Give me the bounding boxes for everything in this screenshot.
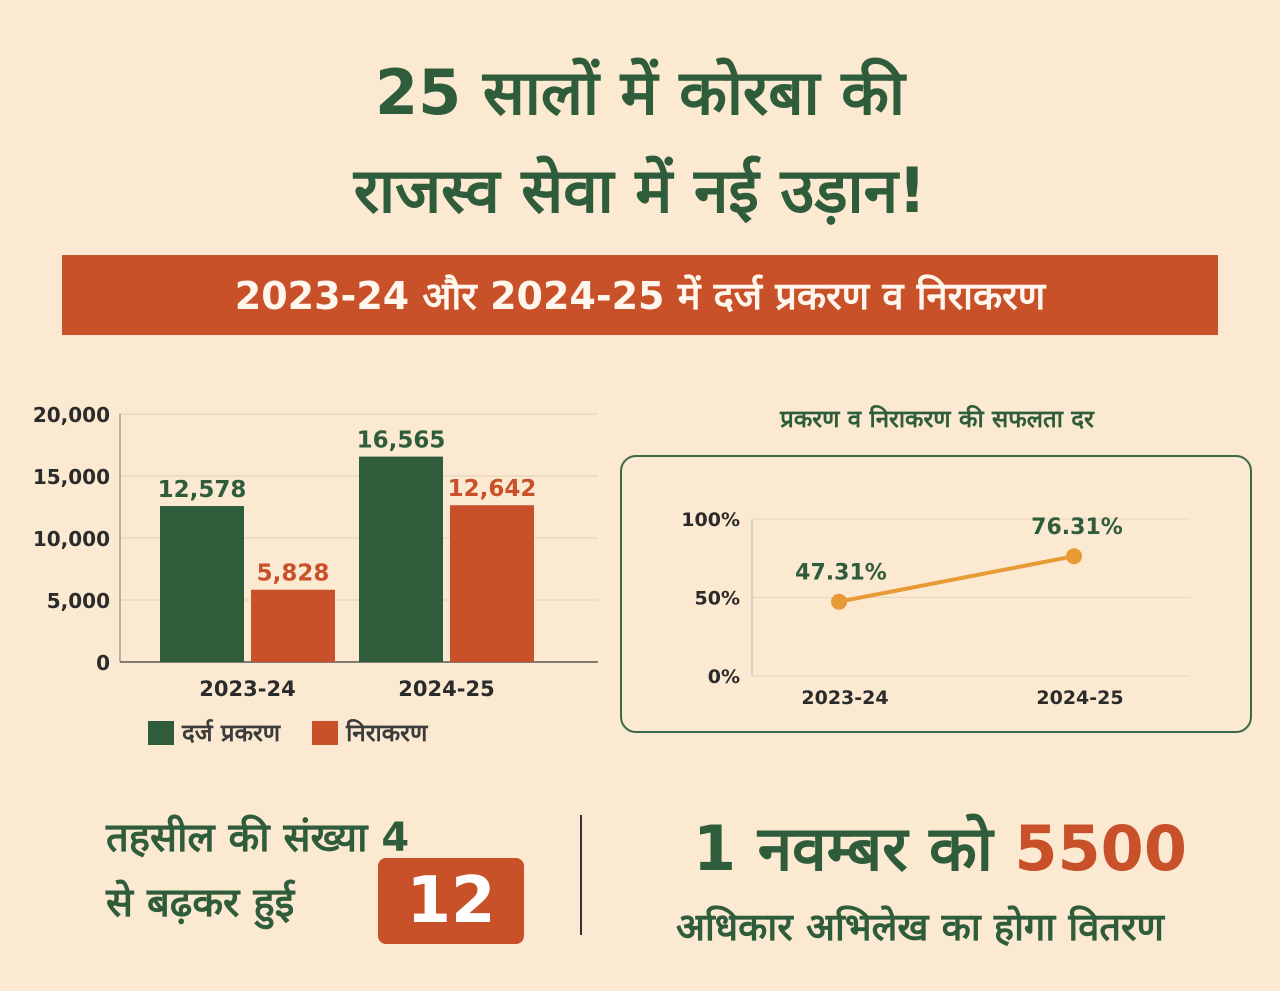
line-y-tick-label: 50% — [695, 588, 740, 610]
bar-x-tick-label: 2023-24 — [199, 677, 295, 701]
tehsil-count-badge: 12 — [378, 858, 524, 944]
line-data-label: 76.31% — [1031, 515, 1123, 540]
bar-y-tick-label: 10,000 — [33, 527, 110, 551]
line-chart-title: प्रकरण व निराकरण की सफलता दर — [780, 405, 1094, 433]
tehsil-count: 12 — [406, 864, 496, 938]
legend-label-registered: दर्ज प्रकरण — [182, 719, 281, 747]
bar-y-tick-label: 5,000 — [47, 589, 110, 613]
bar-data-label: 5,828 — [257, 561, 330, 587]
bar-resolved-2023-24 — [251, 589, 335, 662]
distribution-text: अधिकार अभिलेख का होगा वितरण — [675, 905, 1165, 949]
title-line-2: राजस्व सेवा में नई उड़ान! — [353, 154, 927, 227]
bar-registered-2024-25 — [359, 456, 443, 662]
line-y-tick-label: 100% — [681, 509, 740, 531]
legend-item-resolved: निराकरण — [312, 716, 427, 749]
bar-data-label: 12,578 — [158, 477, 247, 503]
distribution-number: 5500 — [1014, 812, 1187, 885]
distribution-headline: 1 नवम्बर को 5500 — [600, 805, 1280, 889]
line-chart: 0% 50% 100% 47.31% 2023-24 76.31% 2024-25 — [681, 509, 1190, 709]
bar-data-label: 12,642 — [448, 476, 537, 502]
line-point-2024-25 — [1066, 548, 1082, 565]
bar-chart: 0 5,000 10,000 15,000 20,000 12,578 5,828 2023-… — [33, 403, 598, 701]
bar-x-tick-label: 2024-25 — [398, 677, 494, 701]
line-point-2023-24 — [831, 593, 847, 610]
bar-resolved-2024-25 — [450, 505, 534, 662]
line-y-tick-label: 0% — [708, 666, 740, 688]
divider — [580, 815, 582, 935]
distribution-prefix: 1 नवम्बर को — [693, 812, 993, 885]
bar-y-tick-label: 15,000 — [33, 465, 110, 489]
tehsil-line-1: तहसील की संख्या 4 — [106, 815, 410, 861]
bar-chart-legend: दर्ज प्रकरण निराकरण — [148, 716, 445, 749]
banner-text: 2023-24 और 2024-25 में दर्ज प्रकरण व निर… — [234, 274, 1046, 318]
bar-y-tick-label: 0 — [96, 651, 110, 675]
line-chart-panel — [620, 455, 1252, 733]
tehsil-line-2: से बढ़कर हुई — [106, 880, 295, 926]
legend-label-resolved: निराकरण — [346, 719, 428, 747]
legend-swatch-resolved — [312, 720, 339, 745]
bar-data-label: 16,565 — [357, 428, 446, 454]
bar-y-tick-label: 20,000 — [33, 403, 110, 427]
bar-registered-2023-24 — [160, 506, 244, 662]
legend-item-registered: दर्ज प्रकरण — [148, 716, 280, 749]
title-line-1: 25 सालों में कोरबा की — [375, 56, 905, 129]
line-x-tick-label: 2024-25 — [1036, 687, 1123, 709]
line-series — [838, 554, 1075, 604]
line-x-tick-label: 2023-24 — [801, 687, 888, 709]
line-data-label: 47.31% — [795, 561, 887, 586]
banner: 2023-24 और 2024-25 में दर्ज प्रकरण व निर… — [62, 255, 1218, 335]
legend-swatch-registered — [148, 720, 174, 745]
